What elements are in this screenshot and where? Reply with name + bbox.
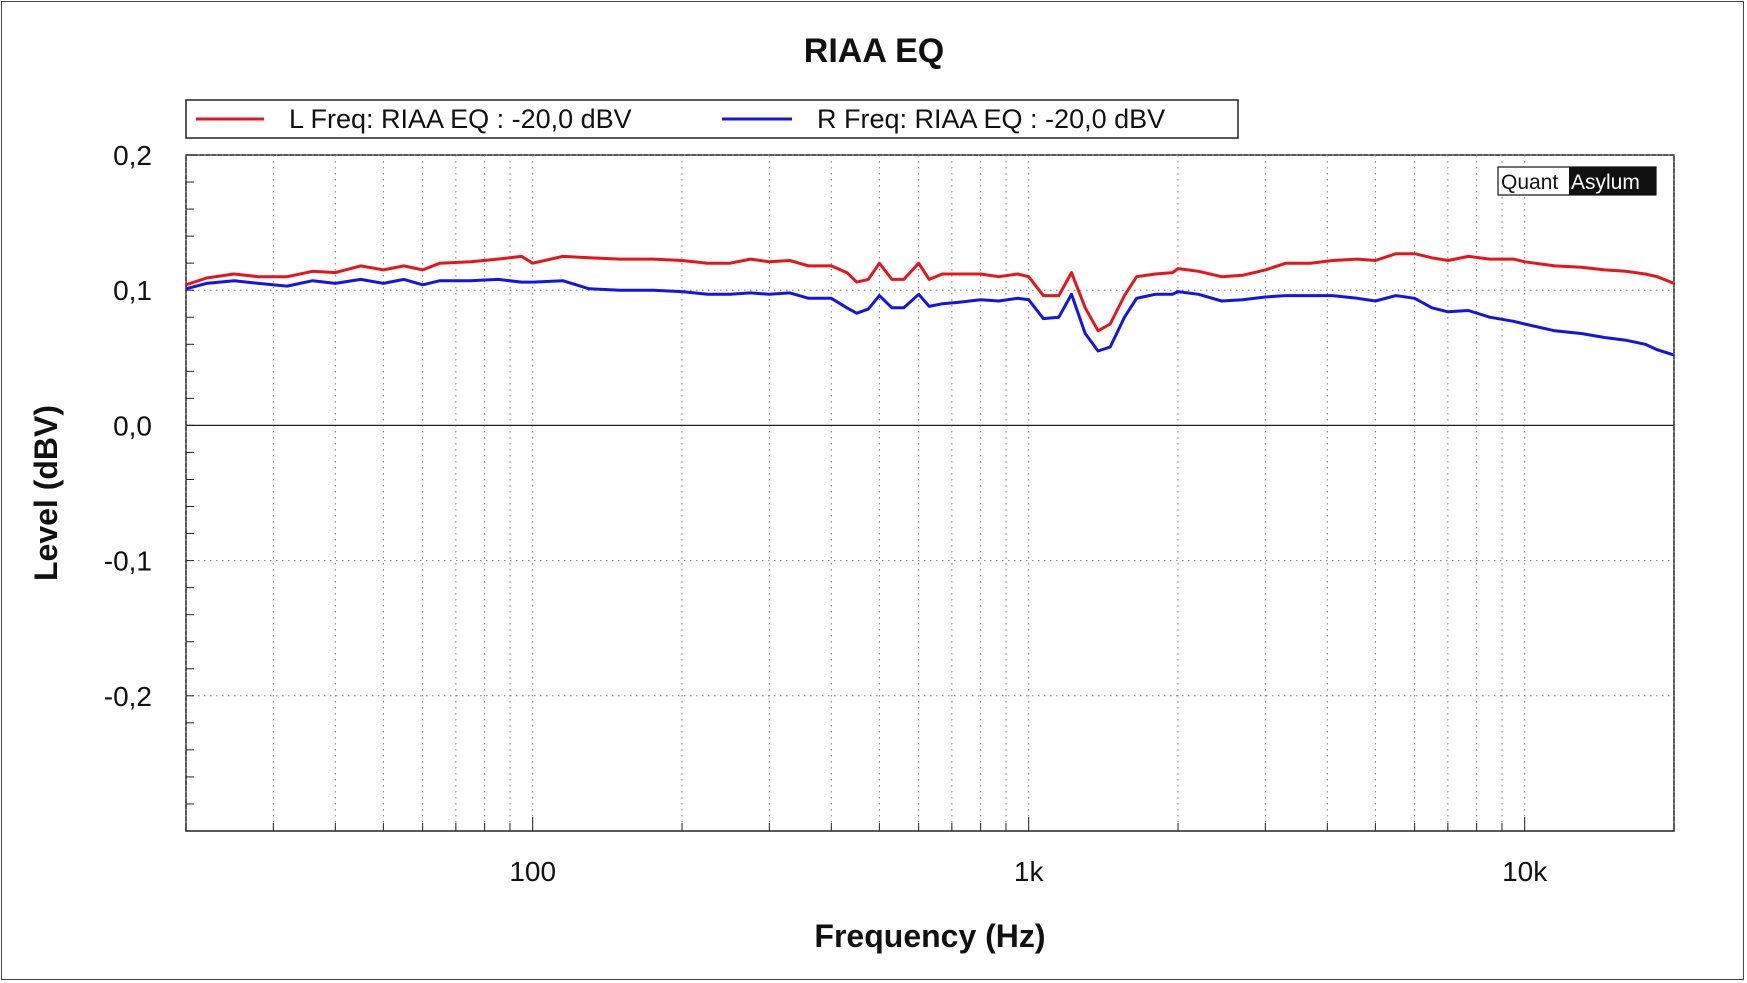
logo-dark-part [1569, 167, 1656, 195]
series-line-r [185, 277, 1675, 357]
x-tick-label: 100 [509, 856, 556, 887]
chart-title: RIAA EQ [804, 32, 944, 70]
x-tick-labels: 100 1k 10k [509, 856, 1548, 887]
series-line-l [185, 252, 1675, 333]
y-tick-label: 0,1 [113, 275, 152, 306]
y-tick-label: -0,1 [104, 546, 152, 577]
series-lines [185, 252, 1675, 357]
legend-label-r: R Freq: RIAA EQ : -20,0 dBV [817, 104, 1165, 134]
logo-text-quant: Quant [1501, 171, 1558, 194]
y-tick-labels: 0,2 0,1 0,0 -0,1 -0,2 [104, 140, 152, 712]
x-tick-label: 1k [1014, 856, 1045, 887]
minor-ticks [185, 154, 1675, 832]
y-axis-title: Level (dBV) [28, 405, 64, 581]
y-tick-label: 0,2 [113, 140, 152, 171]
legend: L Freq: RIAA EQ : -20,0 dBV R Freq: RIAA… [185, 99, 1239, 139]
grid [185, 154, 1675, 831]
x-axis-title: Frequency (Hz) [814, 918, 1045, 954]
y-tick-label: -0,2 [104, 681, 152, 712]
logo-text-asylum: Asylum [1571, 171, 1640, 194]
legend-label-l: L Freq: RIAA EQ : -20,0 dBV [289, 104, 632, 134]
quantasylum-logo: Quant Asylum [1497, 166, 1657, 196]
y-tick-label: 0,0 [113, 410, 152, 441]
x-tick-label: 10k [1502, 856, 1548, 887]
plot-area-border [185, 154, 1675, 832]
legend-box [185, 99, 1239, 139]
